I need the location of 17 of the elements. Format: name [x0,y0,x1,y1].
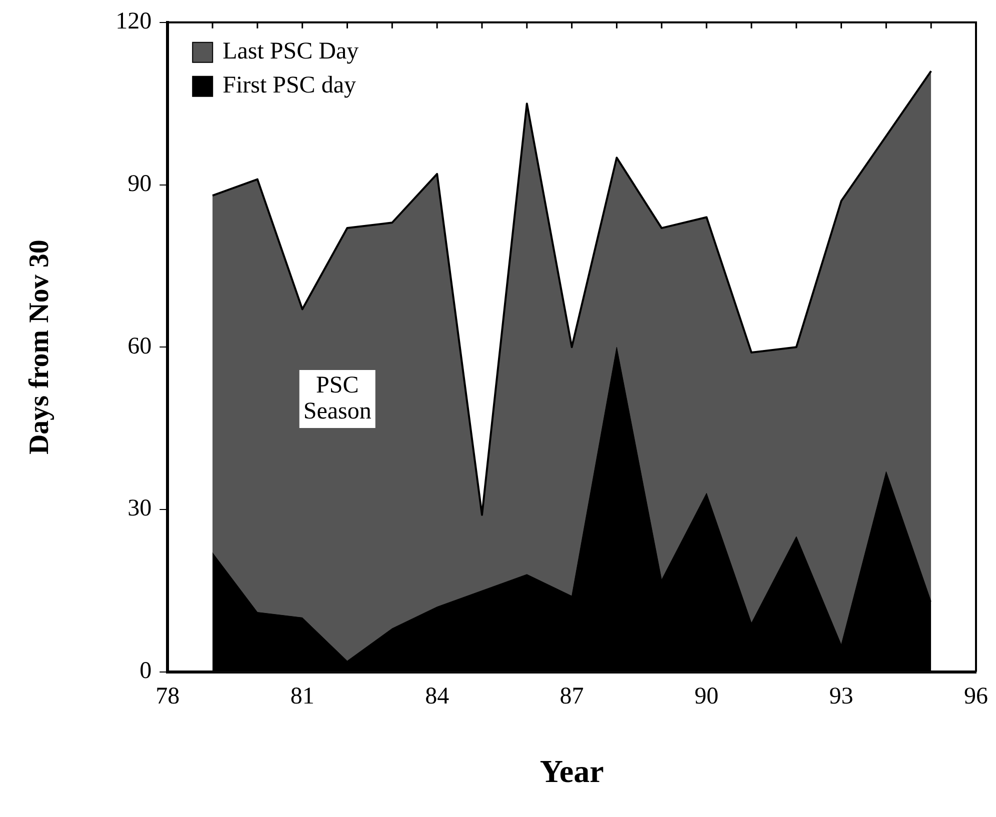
x-tick-label: 96 [964,683,988,710]
legend-label: Last PSC Day [222,38,359,65]
x-tick-label: 90 [694,683,719,710]
y-tick-label: 0 [140,658,152,684]
x-tick-label: 84 [425,683,450,710]
x-axis-title: Year [540,753,604,790]
annotation: PSC Season [303,372,372,424]
y-tick-label: 90 [128,171,152,198]
x-tick-label: 93 [829,683,854,710]
y-tick-label: 60 [128,333,152,360]
y-axis-title: Days from Nov 30 [24,240,56,455]
legend-label: First PSC day [222,72,356,99]
x-tick-label: 78 [156,683,180,710]
x-tick-label: 87 [560,683,584,710]
x-tick-label: 81 [290,683,314,710]
y-tick-label: 30 [128,496,152,522]
y-tick-label: 120 [116,8,152,35]
